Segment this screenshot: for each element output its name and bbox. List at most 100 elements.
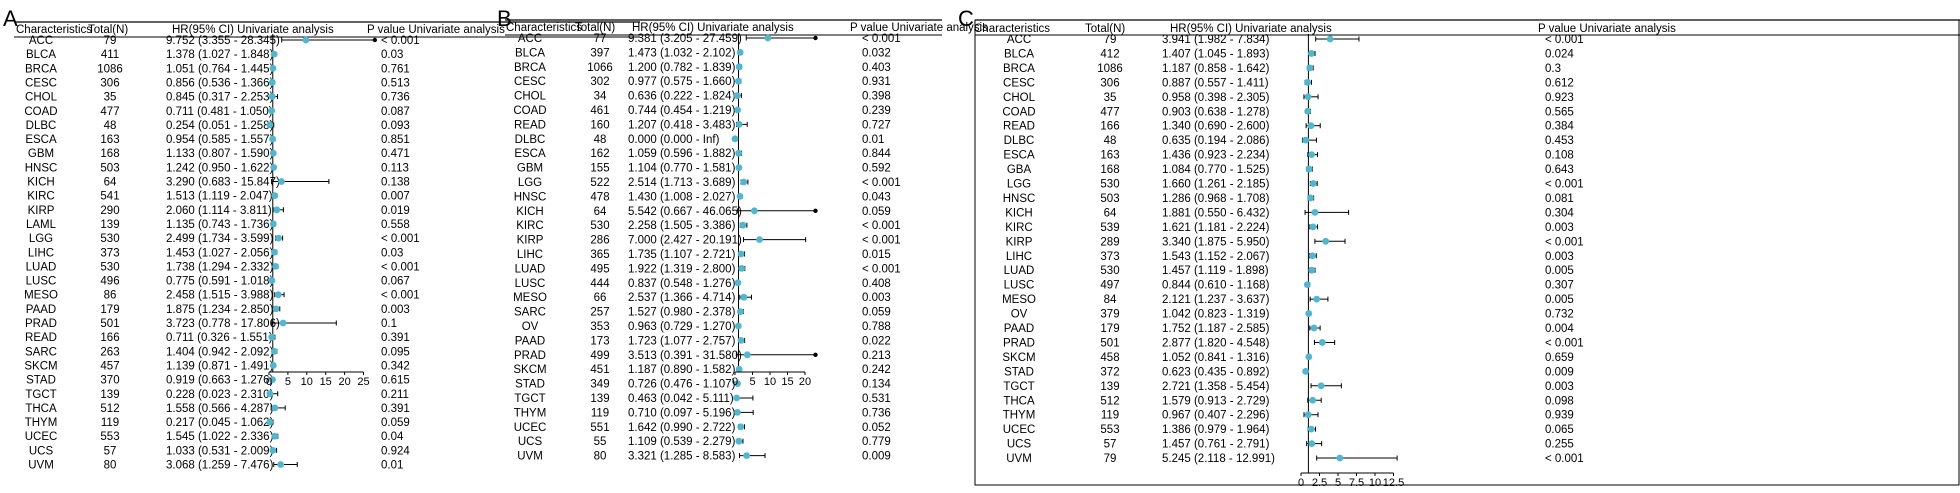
- row-label-total: 64: [1104, 207, 1117, 219]
- row-label-characteristic: HNSC: [1003, 193, 1036, 205]
- row-label-total: 290: [100, 205, 119, 217]
- row-label-hr-ci: 0.726 (0.476 - 1.107): [628, 379, 736, 391]
- row-label-pvalue: 0.307: [1545, 280, 1574, 292]
- row-label-total: 166: [1100, 121, 1119, 133]
- row-label-pvalue: 0.059: [381, 417, 410, 429]
- panel-frame: [974, 19, 1960, 486]
- row-label-total: 365: [590, 249, 609, 261]
- row-label-pvalue: 0.643: [1545, 164, 1574, 176]
- row-label-pvalue: 0.081: [1545, 193, 1574, 205]
- row-label-characteristic: BLCA: [1004, 48, 1034, 60]
- row-label-characteristic: BLCA: [26, 49, 56, 61]
- row-label-characteristic: UVM: [1006, 453, 1032, 465]
- row-label-total: 530: [1100, 265, 1119, 277]
- row-label-total: 48: [1104, 135, 1117, 147]
- hr-point: [1309, 180, 1317, 187]
- row-label-total: 160: [590, 119, 609, 131]
- row-label-total: 530: [100, 233, 119, 245]
- row-label-characteristic: GBM: [28, 148, 54, 160]
- row-label-hr-ci: 1.723 (1.077 - 2.757): [628, 335, 736, 347]
- hr-point: [1305, 310, 1313, 317]
- row-label-total: 539: [1100, 222, 1119, 234]
- row-label-pvalue: < 0.001: [381, 290, 420, 302]
- column-header-characteristics: Characteristics: [16, 24, 92, 36]
- row-label-hr-ci: 1.200 (0.782 - 1.839): [628, 62, 736, 74]
- row-label-hr-ci: 3.290 (0.683 - 15.847): [166, 177, 280, 189]
- row-label-pvalue: 0.003: [381, 304, 410, 316]
- row-label-pvalue: 0.093: [381, 120, 410, 132]
- row-label-hr-ci: 5.245 (2.118 - 12.991): [1162, 453, 1275, 465]
- row-label-pvalue: < 0.001: [862, 235, 901, 247]
- row-label-total: 501: [100, 318, 119, 330]
- row-label-characteristic: ACC: [29, 35, 53, 47]
- row-label-total: 179: [100, 304, 119, 316]
- row-label-characteristic: SARC: [514, 307, 546, 319]
- row-label-hr-ci: 0.623 (0.435 - 0.892): [1162, 366, 1270, 378]
- row-label-total: 57: [1104, 439, 1117, 451]
- row-label-total: 163: [1100, 150, 1119, 162]
- hr-point: [266, 390, 274, 398]
- row-label-characteristic: GBA: [1007, 164, 1032, 176]
- row-label-total: 512: [1100, 395, 1119, 407]
- hr-point: [734, 380, 741, 387]
- row-label-characteristic: PRAD: [514, 350, 546, 362]
- hr-point: [270, 50, 278, 58]
- row-label-pvalue: 0.032: [862, 47, 891, 59]
- row-label-pvalue: 0.761: [381, 63, 410, 75]
- row-label-characteristic: MESO: [513, 292, 547, 304]
- row-label-total: 139: [590, 393, 609, 405]
- row-label-pvalue: 0.009: [1545, 366, 1574, 378]
- x-tick-label: 0: [732, 376, 738, 388]
- row-label-characteristic: LIHC: [1006, 251, 1032, 263]
- row-label-pvalue: 0.009: [862, 451, 891, 463]
- row-label-total: 119: [1101, 410, 1119, 422]
- hr-point: [1308, 440, 1316, 447]
- row-label-characteristic: STAD: [515, 379, 545, 391]
- x-tick-label: 10: [301, 376, 313, 388]
- row-label-hr-ci: 0.635 (0.194 - 2.086): [1162, 135, 1270, 147]
- row-label-total: 139: [100, 389, 119, 401]
- row-label-hr-ci: 1.042 (0.823 - 1.319): [1162, 309, 1270, 321]
- row-label-hr-ci: 1.579 (0.913 - 2.729): [1162, 395, 1270, 407]
- column-header-hr: HR(95% CI) Univariate analysis: [172, 24, 334, 36]
- hr-point: [733, 92, 741, 99]
- row-label-total: 373: [1100, 251, 1119, 263]
- row-label-total: 477: [1100, 106, 1119, 118]
- row-label-hr-ci: 1.407 (1.045 - 1.893): [1162, 48, 1270, 60]
- row-label-characteristic: LUSC: [515, 278, 546, 290]
- row-label-characteristic: KIRC: [27, 191, 54, 203]
- x-tick-label: 5: [749, 376, 755, 388]
- row-label-hr-ci: 2.458 (1.515 - 3.988): [166, 290, 274, 302]
- row-label-hr-ci: 0.636 (0.222 - 1.824): [628, 91, 736, 103]
- row-label-pvalue: 0.1: [381, 318, 397, 330]
- row-label-hr-ci: 3.941 (1.982 - 7.834): [1162, 34, 1270, 46]
- hr-point: [1303, 281, 1311, 289]
- row-label-hr-ci: 0.711 (0.326 - 1.551): [166, 332, 273, 344]
- hr-point: [269, 64, 277, 72]
- row-label-pvalue: 0.087: [381, 106, 410, 118]
- row-label-pvalue: 0.108: [1545, 150, 1574, 162]
- row-label-hr-ci: 1.187 (0.858 - 1.642): [1162, 63, 1270, 75]
- column-header-characteristics: Characteristics: [974, 23, 1050, 35]
- row-label-total: 80: [594, 451, 607, 463]
- x-tick-label: 5: [285, 376, 291, 388]
- row-label-characteristic: TGCT: [514, 393, 545, 405]
- x-tick-label: 20: [799, 376, 811, 388]
- row-label-total: 458: [1100, 352, 1119, 364]
- hr-point: [1304, 93, 1312, 101]
- x-tick-label: 0: [266, 376, 272, 388]
- row-label-total: 173: [590, 335, 609, 347]
- row-label-hr-ci: 0.967 (0.407 - 2.296): [1162, 410, 1270, 422]
- row-label-characteristic: SKCM: [513, 364, 546, 376]
- row-label-pvalue: < 0.001: [1545, 453, 1584, 465]
- row-label-total: 530: [1100, 179, 1119, 191]
- row-label-pvalue: 0.052: [862, 422, 891, 434]
- hr-point: [268, 79, 276, 86]
- panel-label: A: [3, 6, 18, 31]
- row-label-pvalue: 0.408: [862, 278, 891, 290]
- row-label-pvalue: 0.779: [862, 436, 891, 448]
- row-label-hr-ci: 1.642 (0.990 - 2.722): [628, 422, 736, 434]
- hr-point: [735, 121, 743, 128]
- row-label-hr-ci: 0.958 (0.398 - 2.305): [1162, 92, 1270, 104]
